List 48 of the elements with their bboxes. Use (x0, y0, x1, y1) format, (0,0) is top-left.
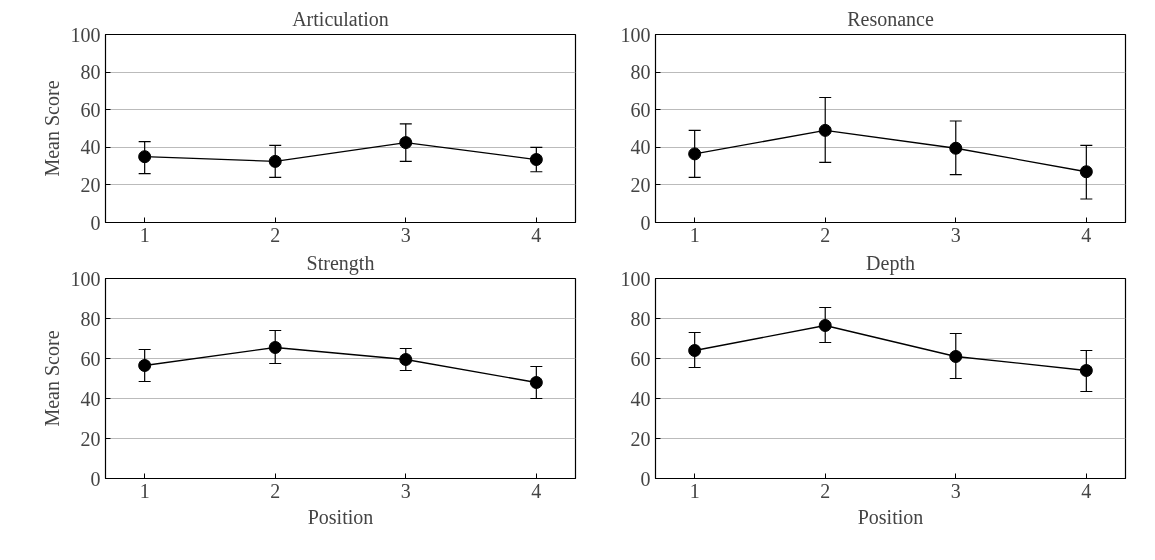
y-tick-label: 60 (80, 347, 101, 370)
x-tick-label: 4 (531, 223, 542, 246)
x-tick-label: 3 (950, 479, 961, 502)
y-tick-label: 0 (640, 211, 651, 234)
y-tick-label: 80 (630, 307, 651, 330)
y-axis-title: Mean Score (40, 80, 63, 177)
x-tick-label: 3 (400, 223, 411, 246)
y-tick-label: 100 (70, 267, 101, 290)
x-tick-label: 2 (270, 479, 281, 502)
y-tick-label: 100 (70, 23, 101, 46)
y-tick-label: 20 (80, 173, 101, 196)
x-tick-label: 1 (139, 223, 150, 246)
y-tick-label: 60 (630, 347, 651, 370)
x-axis-title: Position (307, 505, 374, 528)
y-tick-label: 40 (630, 387, 651, 410)
y-tick-label: 40 (630, 136, 651, 159)
y-tick-label: 80 (80, 61, 101, 84)
chart-title: Strength (306, 251, 375, 275)
x-tick-label: 4 (1081, 223, 1092, 246)
x-tick-label: 2 (820, 479, 831, 502)
chart-title: Depth (866, 251, 915, 275)
x-tick-label: 4 (531, 479, 542, 502)
y-tick-label: 20 (630, 427, 651, 450)
chart-title: Articulation (292, 7, 389, 30)
chart-title: Resonance (847, 7, 934, 30)
y-tick-label: 60 (80, 98, 101, 121)
y-tick-label: 20 (630, 173, 651, 196)
x-tick-label: 3 (950, 223, 961, 246)
y-tick-label: 100 (620, 267, 651, 290)
y-axis-title: Mean Score (40, 330, 63, 427)
y-tick-label: 40 (80, 387, 101, 410)
y-tick-label: 0 (90, 211, 101, 234)
x-tick-label: 1 (689, 223, 700, 246)
y-tick-label: 40 (80, 136, 101, 159)
y-tick-label: 0 (640, 467, 651, 490)
x-tick-label: 1 (139, 479, 150, 502)
x-axis-title: Position (857, 505, 924, 528)
x-tick-label: 2 (820, 223, 831, 246)
y-tick-label: 20 (80, 427, 101, 450)
y-tick-label: 80 (630, 61, 651, 84)
y-tick-label: 80 (80, 307, 101, 330)
y-tick-label: 0 (90, 467, 101, 490)
y-tick-label: 100 (620, 23, 651, 46)
x-tick-label: 4 (1081, 479, 1092, 502)
x-tick-label: 1 (689, 479, 700, 502)
x-tick-label: 3 (400, 479, 411, 502)
x-tick-label: 2 (270, 223, 281, 246)
y-tick-label: 60 (630, 98, 651, 121)
